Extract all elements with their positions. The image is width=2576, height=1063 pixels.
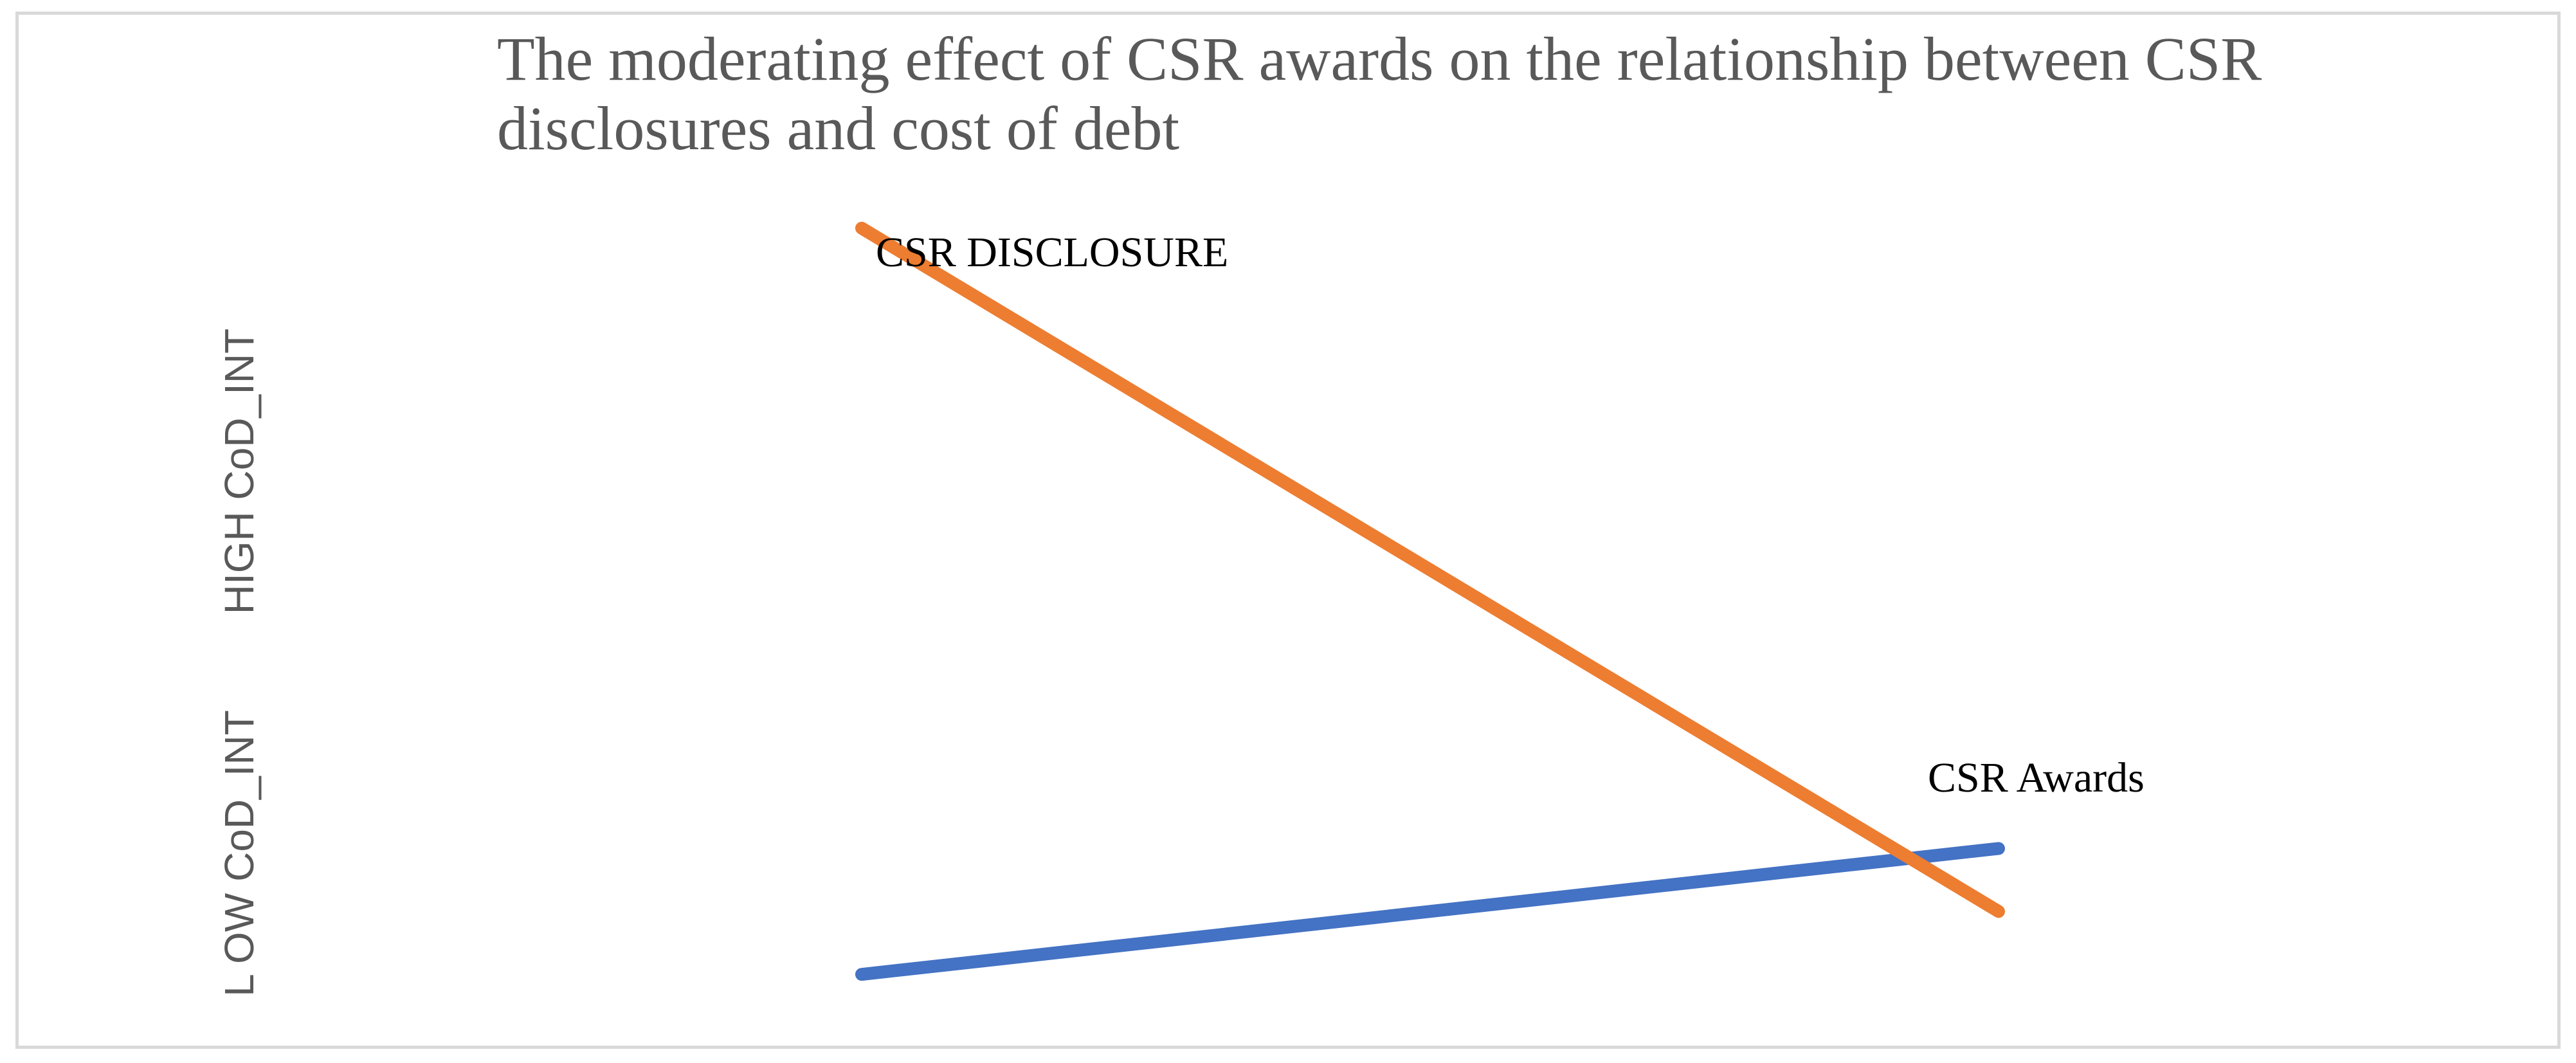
series-label-csr-disclosure: CSR DISCLOSURE <box>876 229 1229 276</box>
series-line-csr-disclosure <box>855 221 2005 918</box>
series-label-csr-awards: CSR Awards <box>1928 754 2145 801</box>
series-layer <box>855 221 2005 981</box>
series-line-csr-awards <box>855 842 2005 981</box>
chart-frame <box>15 12 2561 1049</box>
chart-title: The moderating effect of CSR awards on t… <box>497 24 2262 163</box>
